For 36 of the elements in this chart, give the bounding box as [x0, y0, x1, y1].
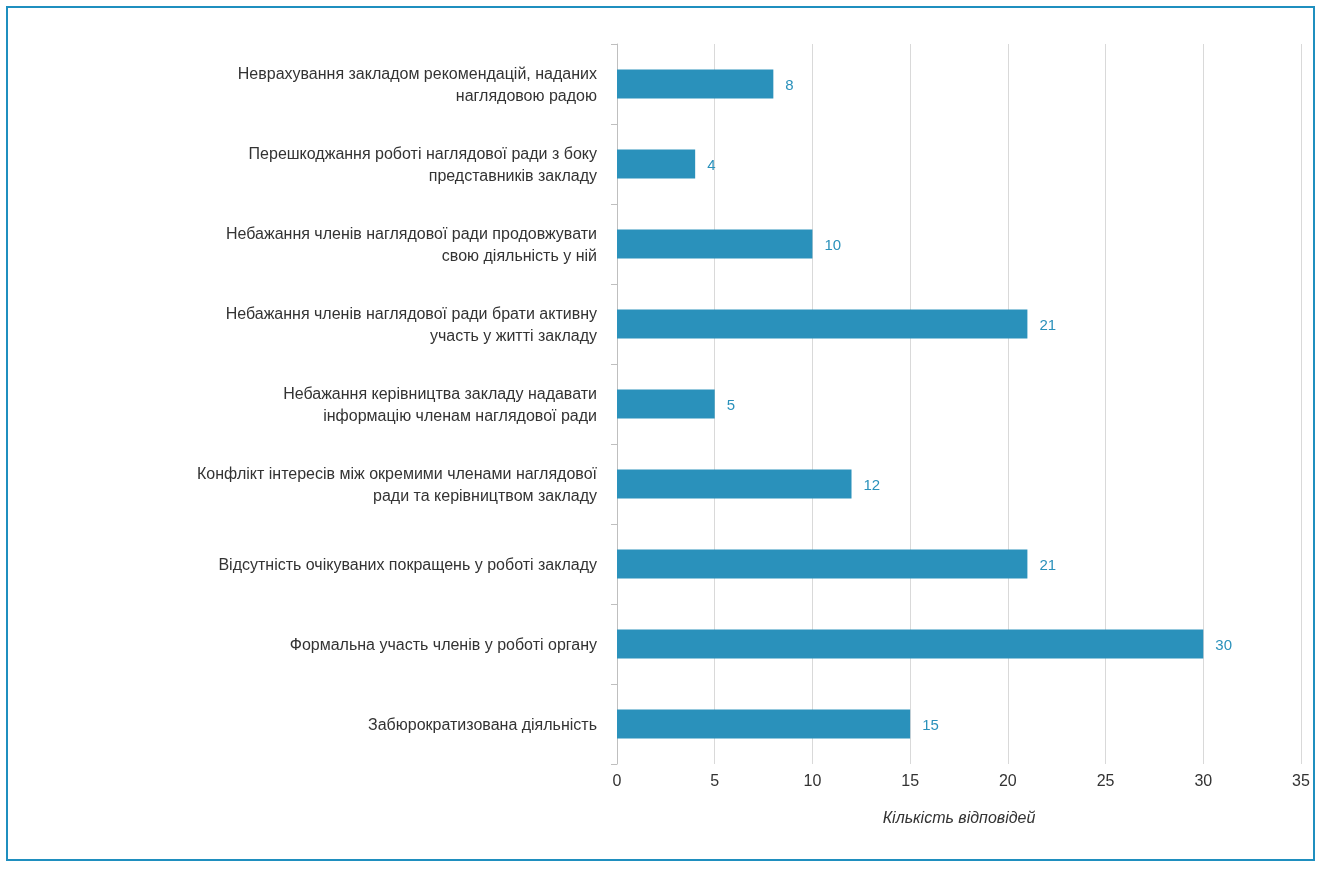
data-label: 10	[824, 235, 842, 253]
x-tick-label: 15	[901, 771, 920, 789]
bar	[617, 149, 696, 179]
y-tick-label: Перешкоджання роботі наглядової ради з боку представників закладу	[248, 144, 597, 184]
data-label: 5	[726, 395, 736, 413]
y-tick-label: Небажання членів наглядової ради брати активну участь у житті закладу	[225, 304, 597, 344]
data-label: 4	[707, 155, 716, 173]
y-tick-label: Небажання членів наглядової ради продовжувати свою діяльність у ній	[225, 224, 597, 264]
x-axis-title: Кількість відповідей	[882, 808, 1036, 826]
bar	[617, 309, 1028, 339]
y-tick-label: Небажання керівництва закладу надавати інформацію членам наглядової ради	[283, 384, 597, 424]
x-tick-label: 0	[612, 771, 622, 789]
data-label: 21	[1039, 555, 1057, 573]
bar	[617, 629, 1204, 659]
x-tick-label: 20	[998, 771, 1017, 789]
data-label: 30	[1215, 635, 1232, 653]
y-tick-label: Конфлікт інтересів між окремими членами наглядової ради та керівництвом закладу	[197, 464, 598, 504]
x-tick-label: 35	[1292, 771, 1310, 789]
x-tick-label: 25	[1096, 771, 1115, 789]
bar	[617, 229, 813, 259]
bar	[617, 549, 1028, 579]
data-label: 12	[863, 475, 881, 493]
y-tick-label: Забюрократизована діяльність	[368, 715, 597, 733]
y-tick-label: Відсутність очікуваних покращень у роботі закладу	[218, 555, 597, 573]
x-tick-label: 5	[710, 771, 720, 789]
y-tick-label: Формальна участь членів у роботі органу	[289, 635, 597, 653]
data-label: 8	[785, 75, 794, 93]
data-label: 15	[922, 715, 939, 733]
y-tick-label: Неврахування закладом рекомендацій, наданих наглядовою радою	[237, 64, 597, 104]
bar	[617, 709, 911, 739]
x-tick-label: 30	[1194, 771, 1213, 789]
bar	[617, 69, 774, 99]
bar	[617, 389, 715, 419]
data-label: 21	[1039, 315, 1057, 333]
x-tick-label: 10	[803, 771, 822, 789]
bar	[617, 469, 852, 499]
